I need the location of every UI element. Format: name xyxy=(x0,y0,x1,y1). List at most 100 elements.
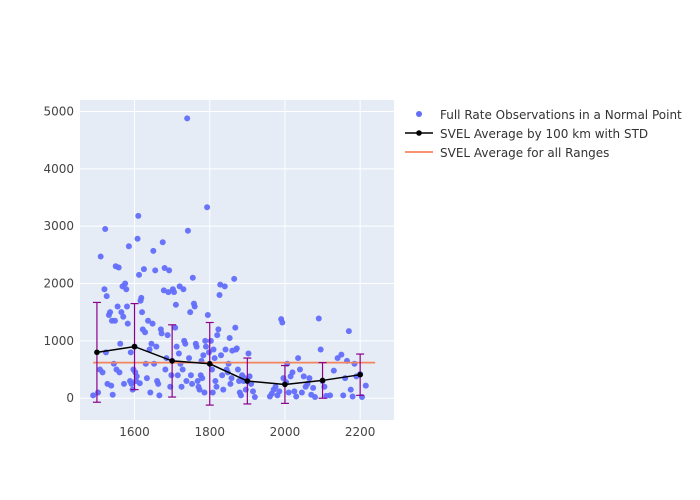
scatter-point-73 xyxy=(165,289,172,296)
scatter-point-15 xyxy=(110,360,117,367)
y-axis: 0 1000 2000 3000 4000 5000 xyxy=(43,104,74,405)
scatter-point-187 xyxy=(317,346,324,353)
scatter-point-148 xyxy=(237,392,244,399)
scatter-point-26 xyxy=(120,380,127,387)
y-tick-label-0: 0 xyxy=(66,391,74,405)
scatter-point-205 xyxy=(362,382,369,389)
scatter-point-97 xyxy=(187,372,194,379)
scatter-point-30 xyxy=(124,320,131,327)
scatter-point-186 xyxy=(315,315,322,322)
scatter-point-41 xyxy=(134,235,141,242)
scatter-point-139 xyxy=(228,375,235,382)
scatter-point-192 xyxy=(330,367,337,374)
scatter-point-80 xyxy=(172,324,179,331)
scatter-point-23 xyxy=(118,309,125,316)
scatter-point-61 xyxy=(153,343,160,350)
scatter-point-53 xyxy=(145,317,152,324)
scatter-point-40 xyxy=(133,373,140,380)
scatter-point-104 xyxy=(194,378,201,385)
scatter-point-162 xyxy=(272,383,279,390)
grid xyxy=(80,100,394,420)
scatter-point-121 xyxy=(210,346,217,353)
scatter-point-110 xyxy=(200,352,207,359)
scatter-point-195 xyxy=(340,392,347,399)
scatter-point-158 xyxy=(251,394,258,401)
scatter-point-157 xyxy=(249,388,256,395)
scatter-point-137 xyxy=(226,334,233,341)
x-tick-label-2: 2000 xyxy=(270,425,301,439)
scatter-point-136 xyxy=(225,360,232,367)
scatter-point-89 xyxy=(180,286,187,293)
scatter-point-69 xyxy=(161,265,168,272)
scatter-point-127 xyxy=(216,291,223,298)
scatter-point-29 xyxy=(124,303,131,310)
scatter-point-194 xyxy=(338,351,345,358)
scatter-point-178 xyxy=(298,389,305,396)
y-tick-label-1: 1000 xyxy=(43,334,74,348)
scatter-point-185 xyxy=(312,394,319,401)
scatter-point-126 xyxy=(215,326,222,333)
scatter-point-8 xyxy=(103,293,110,300)
scatter-point-72 xyxy=(164,332,171,339)
scatter-point-111 xyxy=(201,389,208,396)
scatter-point-49 xyxy=(140,266,147,273)
scatter-point-129 xyxy=(218,352,225,359)
legend-scatter-marker xyxy=(416,111,422,117)
scatter-point-116 xyxy=(205,349,212,356)
scatter-point-19 xyxy=(114,303,121,310)
scatter-point-70 xyxy=(162,366,169,373)
legend: Full Rate Observations in a Normal Point… xyxy=(405,108,682,160)
y-tick-label-4: 4000 xyxy=(43,162,74,176)
svel-point-0 xyxy=(94,349,100,356)
scatter-point-199 xyxy=(347,386,354,393)
scatter-point-76 xyxy=(168,372,175,379)
scatter-point-200 xyxy=(349,393,356,400)
scatter-point-115 xyxy=(204,312,211,319)
scatter-point-52 xyxy=(143,375,150,382)
scatter-point-132 xyxy=(221,283,228,290)
scatter-point-191 xyxy=(327,392,334,399)
x-tick-label-1: 1800 xyxy=(194,425,225,439)
y-tick-label-5: 5000 xyxy=(43,104,74,118)
scatter-point-103 xyxy=(193,343,200,350)
scatter-point-92 xyxy=(183,378,190,385)
scatter-point-120 xyxy=(209,389,216,396)
scatter-point-25 xyxy=(120,313,127,320)
scatter-point-59 xyxy=(151,360,158,367)
scatter-point-1 xyxy=(95,389,102,396)
scatter-point-131 xyxy=(220,386,227,393)
scatter-point-46 xyxy=(138,294,145,301)
scatter-point-79 xyxy=(171,289,178,296)
scatter-point-6 xyxy=(102,226,109,233)
plot-background xyxy=(80,100,394,420)
y-tick-label-2: 2000 xyxy=(43,277,74,291)
scatter-point-119 xyxy=(208,366,215,373)
scatter-point-173 xyxy=(289,369,296,376)
scatter-point-33 xyxy=(127,349,134,356)
svel-average-line xyxy=(96,345,361,386)
scatter-point-51 xyxy=(142,360,149,367)
scatter-point-125 xyxy=(214,332,221,339)
scatter-point-141 xyxy=(231,275,238,282)
scatter-point-34 xyxy=(128,380,135,387)
scatter-point-154 xyxy=(245,350,252,357)
scatter-point-74 xyxy=(166,267,173,274)
scatter-point-63 xyxy=(155,380,162,387)
scatter-point-0 xyxy=(90,392,97,399)
scatter-point-28 xyxy=(123,286,130,293)
scatter-point-94 xyxy=(184,227,191,234)
scatter-point-88 xyxy=(179,366,186,373)
scatter-point-184 xyxy=(310,384,317,391)
scatter-point-4 xyxy=(99,369,106,376)
svel-point-1 xyxy=(131,343,138,350)
scatter-point-11 xyxy=(107,309,114,316)
scatter-point-175 xyxy=(293,393,300,400)
scatter-point-20 xyxy=(115,264,122,271)
scatter-point-166 xyxy=(279,319,286,326)
scatter-point-201 xyxy=(351,360,358,367)
scatter-point-58 xyxy=(150,247,157,254)
scatter-point-87 xyxy=(178,383,185,390)
scatter-point-16 xyxy=(111,317,118,324)
scatter-point-144 xyxy=(233,345,240,352)
